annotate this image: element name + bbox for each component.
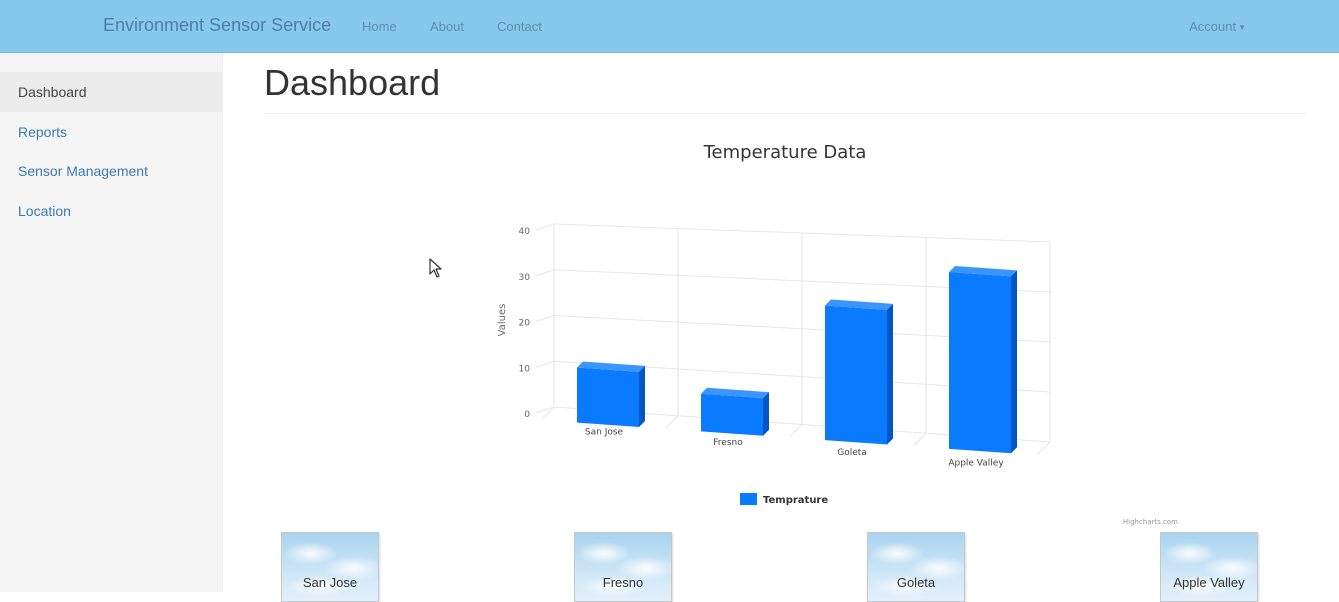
sidebar-item-sensor-management[interactable]: Sensor Management — [18, 163, 148, 179]
x-tick-label: Fresno — [713, 438, 743, 448]
brand-link[interactable]: Environment Sensor Service — [103, 15, 332, 35]
sidebar: Dashboard Reports Sensor Management Loca… — [0, 53, 223, 592]
sidebar-item-location[interactable]: Location — [18, 203, 71, 219]
y-axis: 0 10 20 30 40 — [519, 227, 531, 420]
tile-label: San Jose — [302, 575, 358, 590]
bar-front — [701, 393, 763, 436]
legend-label: Temprature — [763, 495, 828, 506]
y-tick-label: 10 — [519, 364, 531, 374]
location-tile-san-jose[interactable]: San Jose — [281, 532, 379, 602]
chart-bars — [577, 265, 1017, 454]
account-dropdown[interactable]: Account ▼ — [1189, 19, 1246, 34]
bar[interactable] — [949, 265, 1017, 454]
y-tick-label: 30 — [519, 273, 531, 283]
caret-down-icon: ▼ — [1238, 23, 1246, 33]
y-tick-label: 0 — [524, 410, 530, 420]
grid-line — [913, 432, 927, 446]
bar-top — [825, 299, 893, 310]
mouse-pointer-icon — [429, 258, 442, 278]
bar-side — [763, 392, 769, 436]
y-tick-label: 20 — [519, 319, 531, 329]
bar-side — [639, 365, 645, 427]
temperature-chart: Temperature Data 0 10 20 30 40 Values San Jo… — [497, 142, 1178, 526]
grid-line — [535, 223, 555, 231]
bar-top — [577, 361, 645, 372]
grid-line — [535, 360, 555, 368]
grid-line — [535, 406, 555, 414]
y-tick-label: 40 — [519, 227, 531, 237]
y-axis-label: Values — [497, 304, 508, 337]
sidebar-item-dashboard[interactable]: Dashboard — [0, 72, 223, 112]
sidebar-item-reports[interactable]: Reports — [18, 124, 68, 140]
bar-side — [887, 303, 893, 445]
chart-legend[interactable]: Temprature — [740, 493, 828, 506]
account-label: Account — [1189, 19, 1237, 34]
legend-swatch — [740, 493, 757, 505]
x-tick-label: San Jose — [585, 428, 624, 438]
bar-top — [701, 387, 769, 399]
chart-credit[interactable]: Highcharts.com — [1123, 518, 1178, 526]
bar-front — [825, 305, 887, 445]
grid-line — [535, 269, 555, 277]
x-axis: San Jose Fresno Goleta Apple Valley — [585, 428, 1004, 469]
grid-line — [535, 315, 555, 322]
bar-front — [577, 367, 639, 427]
grid-line — [541, 406, 555, 420]
x-tick-label: Goleta — [837, 448, 867, 458]
bar[interactable] — [825, 299, 893, 445]
bar[interactable] — [701, 387, 769, 436]
top-navbar: Environment Sensor Service Home About Co… — [0, 0, 1339, 53]
tile-label: Goleta — [896, 575, 936, 590]
tile-label: Apple Valley — [1173, 575, 1245, 590]
x-tick-label: Apple Valley — [948, 458, 1004, 468]
bar-side — [1011, 270, 1017, 454]
location-tile-fresno[interactable]: Fresno — [574, 532, 672, 602]
location-tile-apple-valley[interactable]: Apple Valley — [1160, 532, 1258, 602]
chart-title: Temperature Data — [703, 142, 867, 163]
bar[interactable] — [577, 361, 645, 427]
tile-label: Fresno — [602, 575, 644, 590]
grid-line — [789, 424, 803, 437]
title-divider — [264, 113, 1306, 114]
page-title: Dashboard — [264, 62, 441, 103]
grid-line — [1037, 441, 1051, 455]
bar-front — [949, 271, 1011, 454]
nav-contact-link[interactable]: Contact — [497, 19, 542, 34]
bar-top — [949, 265, 1017, 277]
grid-line — [665, 415, 679, 429]
nav-about-link[interactable]: About — [430, 19, 464, 34]
nav-home-link[interactable]: Home — [362, 19, 397, 34]
location-tile-goleta[interactable]: Goleta — [867, 532, 965, 602]
